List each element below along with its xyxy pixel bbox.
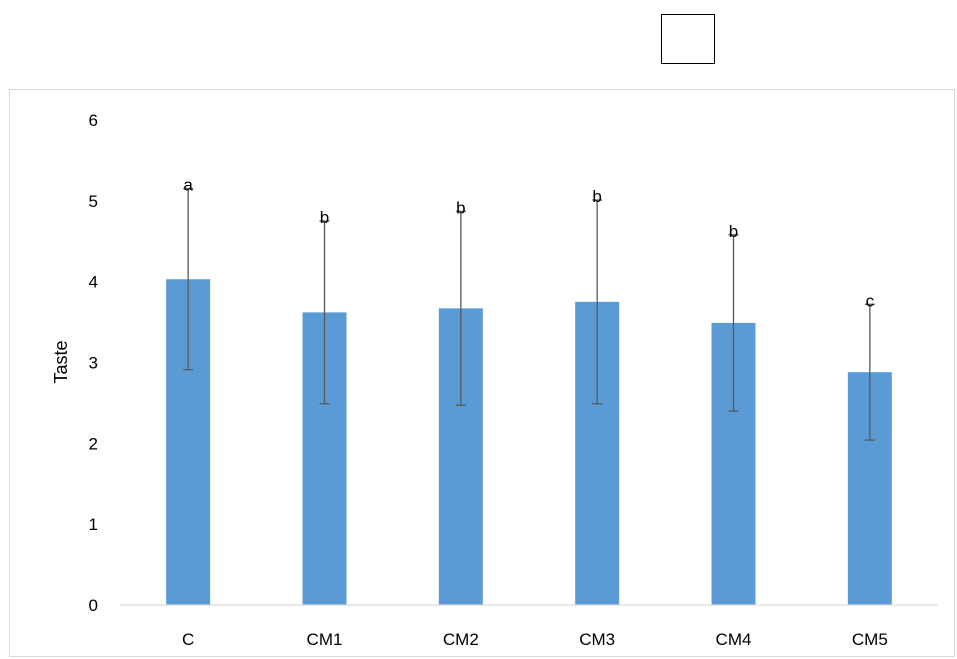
y-tick-label: 2 xyxy=(89,434,98,453)
significance-label: c xyxy=(866,291,875,310)
y-axis-label: Taste xyxy=(51,340,71,383)
significance-label: b xyxy=(729,222,738,241)
y-tick-label: 5 xyxy=(89,192,98,211)
x-tick-label: CM5 xyxy=(852,630,888,649)
significance-label: b xyxy=(456,198,465,217)
y-tick-label: 3 xyxy=(89,354,98,373)
y-tick-label: 4 xyxy=(89,273,98,292)
empty-legend-box xyxy=(661,14,715,64)
y-tick-label: 6 xyxy=(89,111,98,130)
significance-label: a xyxy=(183,176,193,195)
x-tick-label: CM4 xyxy=(716,630,752,649)
x-tick-label: CM1 xyxy=(307,630,343,649)
chart-area xyxy=(9,89,955,657)
significance-label: b xyxy=(592,187,601,206)
x-tick-label: CM3 xyxy=(579,630,615,649)
x-tick-label: C xyxy=(182,630,194,649)
significance-label: b xyxy=(320,208,329,227)
x-tick-label: CM2 xyxy=(443,630,479,649)
y-tick-label: 1 xyxy=(89,515,98,534)
y-tick-label: 0 xyxy=(89,596,98,615)
